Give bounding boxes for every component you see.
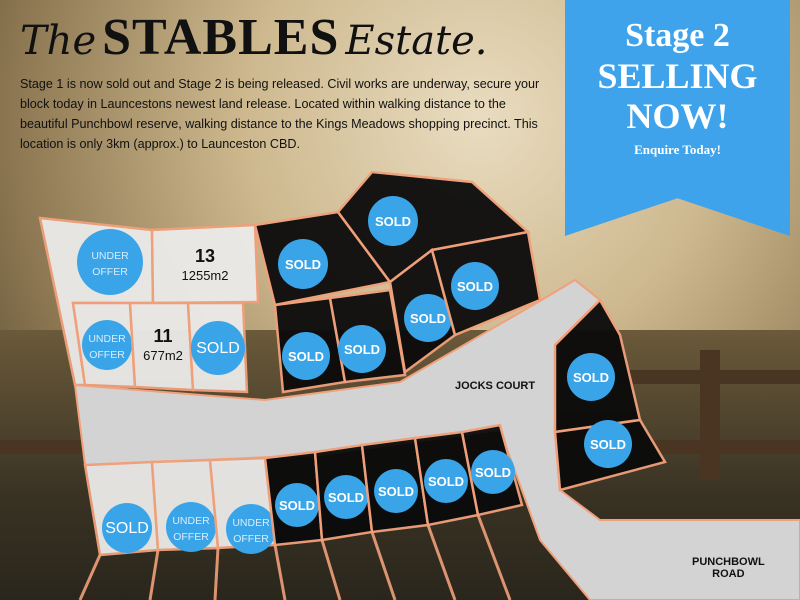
lot-13[interactable]: SOLD [553, 418, 667, 492]
status-badge [82, 320, 132, 370]
status-badge [567, 353, 615, 401]
status-badge-text: OFFER [233, 533, 269, 545]
status-badge-text: OFFER [89, 349, 125, 361]
lot-area: 677m2 [143, 348, 183, 363]
status-badge-text: OFFER [173, 531, 209, 543]
status-badge-text: SOLD [590, 437, 626, 452]
lot-17[interactable]: SOLD [263, 450, 324, 547]
lot-19[interactable]: SOLD [360, 436, 430, 534]
lot-boundary [128, 301, 195, 392]
estate-title: The STABLES Estate. [20, 8, 488, 67]
status-badge [584, 420, 632, 468]
status-badge [374, 469, 418, 513]
status-badge-text: SOLD [573, 370, 609, 385]
fence-post [700, 350, 720, 480]
status-badge-text: SOLD [285, 257, 321, 272]
lot-area: 1255m2 [182, 268, 229, 283]
status-badge [424, 459, 468, 503]
road-label-line1: PUNCHBOWL [692, 556, 765, 568]
status-badge [282, 332, 330, 380]
status-badge [102, 503, 152, 553]
status-badge [278, 239, 328, 289]
intro-text: Stage 1 is now sold out and Stage 2 is b… [20, 77, 540, 151]
status-badge [275, 483, 319, 527]
lot-2[interactable]: 13 1255m2 [150, 223, 260, 305]
road-label-jocks-court: JOCKS COURT [455, 380, 536, 392]
status-badge-text: SOLD [344, 342, 380, 357]
lot-9[interactable]: SOLD [328, 288, 407, 384]
status-badge-text: OFFER [92, 266, 128, 278]
banner-now: NOW! [626, 96, 729, 136]
enquire-link[interactable]: Enquire Today! [634, 142, 721, 157]
lot-21[interactable]: SOLD [460, 423, 524, 517]
lot-10[interactable]: SOLD [388, 247, 457, 375]
lot-8[interactable]: SOLD [273, 296, 347, 394]
status-badge-text: SOLD [279, 498, 315, 513]
lot-4[interactable]: 11 677m2 [128, 301, 195, 392]
status-badge-text: SOLD [378, 484, 414, 499]
status-badge-text: SOLD [328, 490, 364, 505]
lot-number: 13 [195, 246, 215, 266]
status-badge [451, 262, 499, 310]
status-badge-text: SOLD [105, 520, 149, 537]
status-badge-text: UNDER [88, 333, 126, 345]
status-badge-text: SOLD [475, 465, 511, 480]
lot-number: 11 [153, 326, 172, 346]
status-badge [166, 502, 216, 552]
status-badge [226, 504, 276, 554]
status-badge [338, 325, 386, 373]
lot-15[interactable]: UNDER OFFER [150, 458, 220, 552]
lot-12[interactable]: SOLD [553, 297, 642, 434]
status-badge [324, 475, 368, 519]
status-badge-text: SOLD [428, 474, 464, 489]
status-badge [368, 196, 418, 246]
road-label-punchbowl: PUNCHBOWL ROAD [692, 556, 765, 580]
status-badge-text: SOLD [196, 340, 240, 357]
lot-6[interactable]: SOLD [253, 210, 393, 307]
lot-16[interactable]: UNDER OFFER [208, 456, 277, 554]
lot-boundary [150, 223, 260, 305]
status-badge [404, 294, 452, 342]
lot-14[interactable]: SOLD [83, 460, 160, 557]
status-badge-text: SOLD [288, 349, 324, 364]
status-badge [191, 321, 245, 375]
title-suffix: Estate. [345, 18, 488, 64]
status-badge-text: SOLD [457, 279, 493, 294]
status-badge-text: SOLD [375, 214, 411, 229]
banner-stage: Stage 2 [625, 17, 730, 54]
banner-selling: SELLING [597, 56, 758, 96]
status-badge-text: SOLD [410, 311, 446, 326]
lot-5[interactable]: SOLD [186, 301, 249, 394]
title-main: STABLES [102, 9, 340, 66]
status-badge-text: UNDER [172, 515, 210, 527]
lot-18[interactable]: SOLD [313, 443, 374, 542]
lot-20[interactable]: SOLD [413, 430, 480, 527]
status-badge-text: UNDER [91, 250, 129, 262]
status-badge [471, 450, 515, 494]
lot-11[interactable]: SOLD [430, 230, 542, 337]
road-label-line2: ROAD [712, 568, 745, 580]
lot-3[interactable]: UNDER OFFER [71, 301, 137, 389]
title-prefix: The [20, 18, 97, 64]
status-badge [77, 229, 143, 295]
status-badge-text: UNDER [232, 517, 270, 529]
selling-now-banner[interactable]: Stage 2 SELLING NOW! Enquire Today! [565, 0, 790, 236]
